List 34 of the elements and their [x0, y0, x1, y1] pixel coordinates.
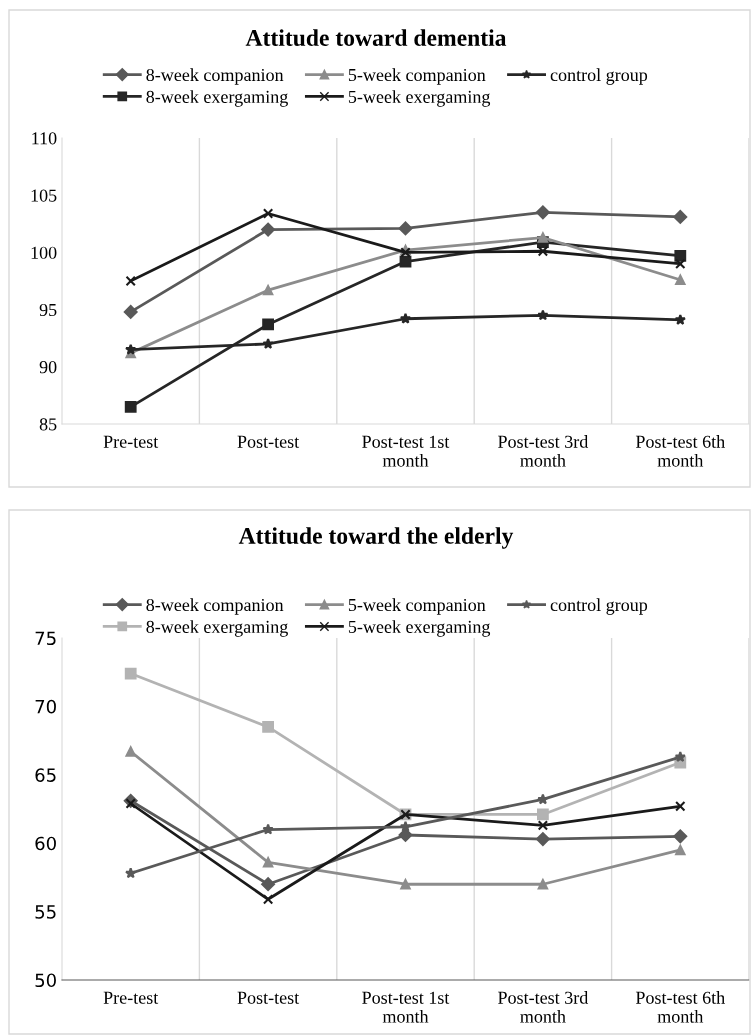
y-tick-label: 85 — [39, 418, 57, 431]
chart-title: Attitude toward dementia — [245, 29, 507, 46]
x-tick-label: Post-test 3rd month — [498, 991, 589, 1023]
x-tick-label: Post-test — [237, 435, 300, 448]
x-tick-label: Post-test 6th month — [635, 435, 725, 467]
legend-label: 8-week exergaming — [146, 620, 288, 637]
chart-title: Attitude toward the elderly — [238, 527, 514, 549]
legend-label: 5-week companion — [348, 68, 486, 85]
y-tick-label: 90 — [39, 361, 57, 374]
x-tick-label: Post-test 1st month — [362, 991, 450, 1023]
x-tick-label: Pre-test — [103, 991, 159, 1004]
legend-label: 8-week companion — [146, 598, 284, 615]
y-tick-label: 55 — [35, 905, 56, 919]
x-tick-label: Post-test 1st month — [362, 435, 450, 467]
y-tick-label: 70 — [35, 699, 56, 714]
y-tick-label: 100 — [31, 246, 57, 259]
y-tick-label: 50 — [35, 973, 56, 988]
legend-label: control group — [550, 68, 648, 85]
x-tick-label: Post-test — [237, 991, 300, 1004]
y-tick-label: 75 — [35, 631, 56, 646]
y-tick-label: 65 — [35, 768, 56, 782]
x-tick-label: Post-test 3rd month — [498, 435, 589, 467]
y-tick-label: 110 — [32, 132, 57, 145]
legend-label: 8-week companion — [146, 68, 284, 85]
legend-label: 5-week companion — [348, 598, 486, 615]
legend-label: control group — [550, 598, 648, 615]
y-tick-label: 105 — [31, 189, 57, 202]
legend-label: 8-week exergaming — [146, 90, 288, 107]
x-tick-label: Post-test 6th month — [635, 991, 725, 1023]
legend-label: 5-week exergaming — [348, 620, 491, 637]
y-tick-label: 95 — [39, 303, 57, 317]
y-tick-label: 60 — [35, 836, 56, 851]
legend-label: 5-week exergaming — [348, 90, 491, 107]
x-tick-label: Pre-test — [103, 435, 159, 448]
